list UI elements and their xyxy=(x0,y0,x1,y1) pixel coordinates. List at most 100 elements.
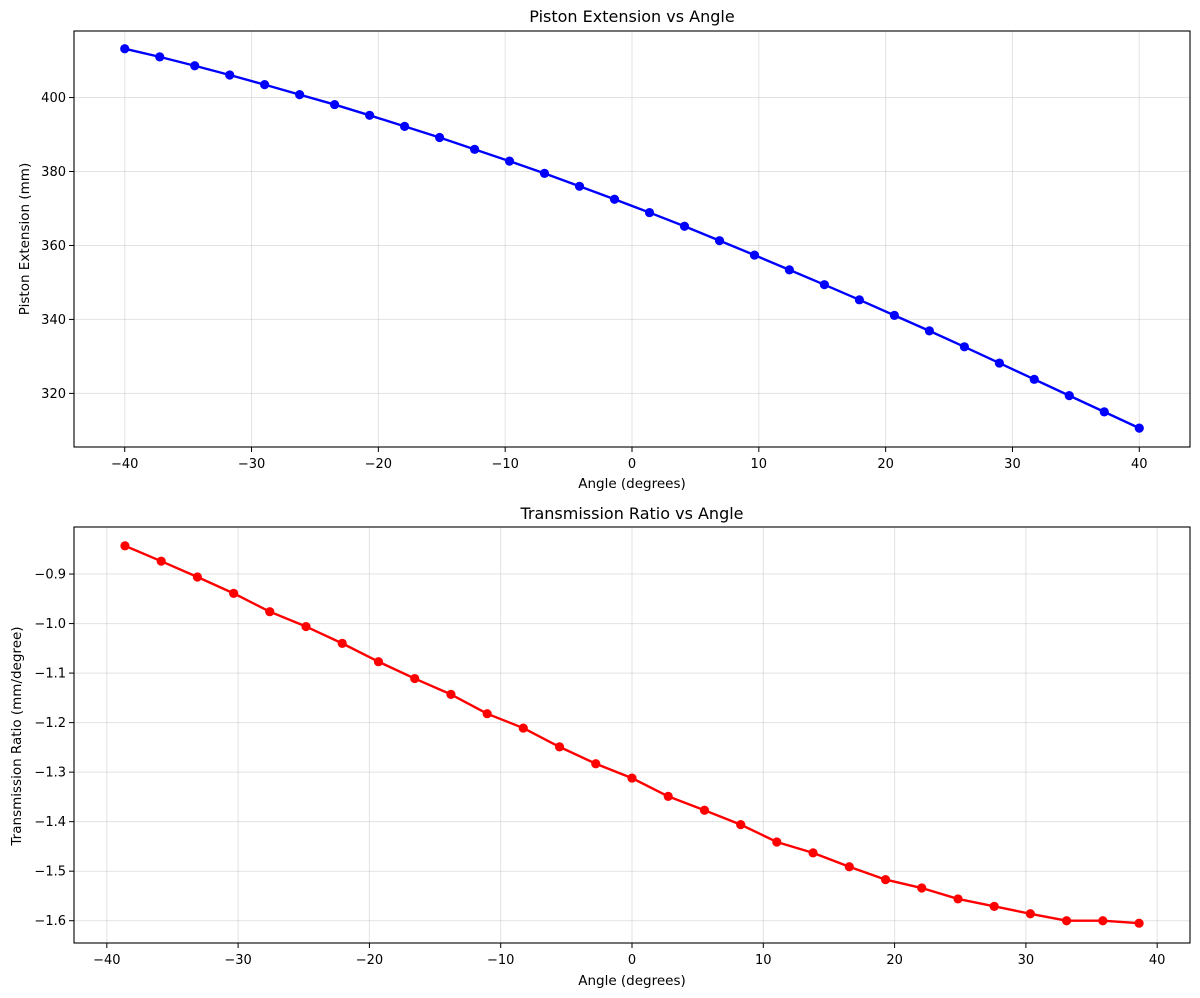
y-tick-label: −1.1 xyxy=(34,667,66,682)
y-tick-label: −1.4 xyxy=(34,815,66,830)
data-point xyxy=(749,250,760,260)
grid xyxy=(74,527,1190,943)
data-point xyxy=(192,572,203,582)
data-point xyxy=(482,709,492,719)
x-axis-label: Angle (degrees) xyxy=(578,476,686,492)
data-point xyxy=(518,723,528,733)
data-point xyxy=(989,901,999,911)
y-tick-label: 320 xyxy=(41,387,66,402)
data-point xyxy=(609,194,620,204)
data-point xyxy=(470,144,480,154)
data-point xyxy=(644,207,655,218)
series-line xyxy=(124,47,1140,430)
data-point xyxy=(880,875,891,885)
data-point xyxy=(772,837,782,847)
x-tick-label: −30 xyxy=(224,953,251,968)
plot-frame xyxy=(73,30,1191,448)
axis-ticks: −40 −30 −20 −10 0 10 20 30 40 320 340 360 380 400 xyxy=(41,91,1147,472)
y-tick-label: −0.9 xyxy=(34,568,66,583)
data-point xyxy=(924,326,934,336)
x-tick-label: 0 xyxy=(628,457,636,472)
data-point xyxy=(554,742,565,752)
data-point xyxy=(337,638,347,648)
x-tick-label: −30 xyxy=(238,457,265,472)
x-tick-label: 40 xyxy=(1149,953,1166,968)
y-tick-label: −1.3 xyxy=(34,766,66,781)
axis-ticks: −40 −30 −20 −10 0 10 20 30 40 −1.6 −1.5 −1.4 −1.3 −1.… xyxy=(34,568,1165,968)
data-point xyxy=(714,236,725,246)
data-point xyxy=(155,52,165,62)
data-point xyxy=(373,657,384,667)
y-tick-label: 340 xyxy=(41,313,66,328)
x-tick-label: 20 xyxy=(886,953,903,968)
x-tick-label: 0 xyxy=(628,953,636,968)
data-point xyxy=(1134,423,1144,433)
data-point xyxy=(260,80,270,90)
data-point xyxy=(1098,916,1108,926)
y-axis-label: Transmission Ratio (mm/degree) xyxy=(9,626,25,846)
data-point xyxy=(854,295,864,305)
x-tick-label: 30 xyxy=(1004,457,1021,472)
x-tick-label: −20 xyxy=(356,953,383,968)
data-point xyxy=(574,181,585,191)
x-tick-label: −10 xyxy=(487,953,514,968)
chart-title: Transmission Ratio vs Angle xyxy=(519,504,743,523)
data-point xyxy=(994,358,1004,368)
data-point xyxy=(539,168,550,178)
series xyxy=(120,44,1144,433)
data-point xyxy=(808,848,818,858)
y-axis-label: Piston Extension (mm) xyxy=(17,163,33,315)
data-point xyxy=(917,883,927,893)
data-point xyxy=(1064,391,1074,401)
data-point xyxy=(265,607,275,617)
data-point xyxy=(410,673,420,684)
plot-frame xyxy=(73,526,1191,944)
data-point xyxy=(736,820,746,830)
data-point xyxy=(229,588,239,598)
data-point xyxy=(400,121,410,132)
x-tick-label: −40 xyxy=(111,457,138,472)
data-point xyxy=(446,689,456,699)
data-point xyxy=(1025,909,1035,919)
data-point xyxy=(295,90,305,100)
x-tick-label: 10 xyxy=(755,953,772,968)
x-axis-label: Angle (degrees) xyxy=(578,973,686,989)
data-point xyxy=(953,894,963,904)
data-point xyxy=(1134,918,1144,928)
data-point xyxy=(679,221,690,231)
y-tick-label: −1.0 xyxy=(34,617,66,632)
data-point xyxy=(301,621,311,632)
data-point xyxy=(844,862,854,872)
chart-title: Piston Extension vs Angle xyxy=(529,7,734,26)
data-point xyxy=(889,310,899,320)
y-tick-label: −1.5 xyxy=(34,865,66,880)
y-tick-label: 360 xyxy=(41,239,66,254)
data-point xyxy=(627,773,637,783)
data-point xyxy=(1061,916,1072,926)
x-tick-label: −20 xyxy=(365,457,392,472)
data-point xyxy=(819,280,829,290)
series xyxy=(120,541,1144,928)
x-tick-label: 20 xyxy=(877,457,894,472)
transmission-ratio-chart: Transmission Ratio vs Angle −40 −30 −20 −10… xyxy=(9,504,1191,989)
y-tick-label: 380 xyxy=(41,165,66,180)
x-tick-label: 10 xyxy=(751,457,768,472)
x-tick-label: −10 xyxy=(491,457,518,472)
data-point xyxy=(504,156,515,166)
data-point xyxy=(699,805,710,815)
data-point xyxy=(365,110,375,120)
data-point xyxy=(225,70,235,80)
x-tick-label: 30 xyxy=(1018,953,1035,968)
data-point xyxy=(120,44,130,54)
y-tick-label: −1.6 xyxy=(34,914,66,929)
data-point xyxy=(330,99,340,110)
data-point xyxy=(190,61,200,71)
y-tick-label: −1.2 xyxy=(34,716,66,731)
data-point xyxy=(663,791,673,802)
x-tick-label: 40 xyxy=(1131,457,1148,472)
data-point xyxy=(1029,374,1039,384)
data-point xyxy=(156,556,166,566)
grid xyxy=(74,31,1190,447)
data-point xyxy=(435,132,445,143)
